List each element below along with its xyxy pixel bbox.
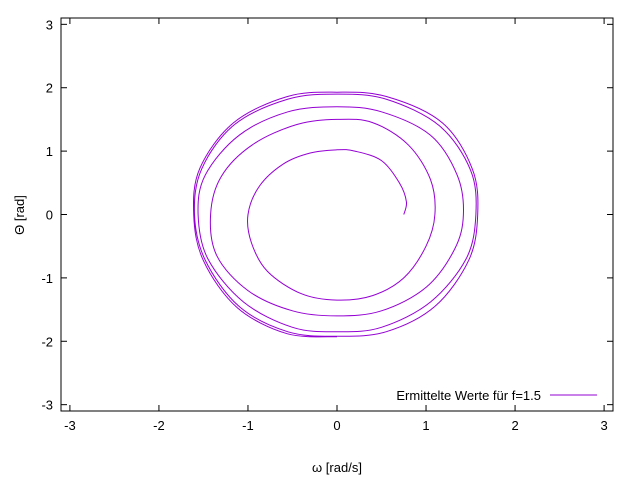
y-tick-label: 3 [46, 17, 53, 32]
x-tick-label: 1 [422, 418, 429, 433]
x-tick-label: -3 [64, 418, 76, 433]
y-axis-ticks: -3 -2 -1 0 1 2 3 [41, 17, 613, 413]
y-tick-label: 1 [46, 144, 53, 159]
x-tick-label: -1 [242, 418, 254, 433]
y-tick-label: 0 [46, 208, 53, 223]
y-tick-label: -1 [41, 271, 53, 286]
x-tick-label: -2 [153, 418, 165, 433]
plot-frame [60, 17, 614, 412]
x-tick-label: 2 [511, 418, 518, 433]
y-tick-label: -2 [41, 334, 53, 349]
x-tick-label: 0 [333, 418, 340, 433]
series-line [192, 91, 479, 338]
y-tick-label: -3 [41, 398, 53, 413]
legend-label: Ermittelte Werte für f=1.5 [396, 388, 541, 403]
y-tick-label: 2 [46, 81, 53, 96]
x-tick-label: 3 [600, 418, 607, 433]
legend: Ermittelte Werte für f=1.5 [396, 388, 597, 403]
y-axis-label: Θ [rad] [12, 195, 27, 235]
x-axis-label: ω [rad/s] [312, 460, 362, 475]
x-axis-ticks: -3 -2 -1 0 1 2 3 [64, 18, 608, 433]
